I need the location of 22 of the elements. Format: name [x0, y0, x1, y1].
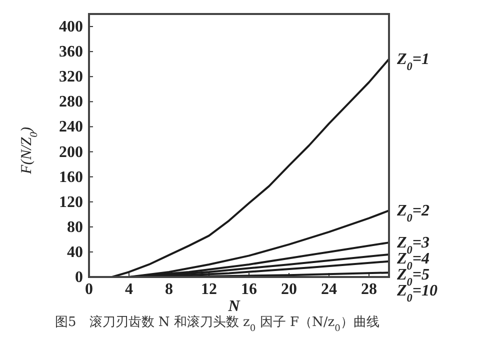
y-tick-label: 280 [59, 94, 83, 111]
series-label: Z$_{0}$=1 [396, 51, 430, 74]
x-axis-title: N [227, 298, 242, 315]
caption: 图5 滚刀刃齿数 N 和滚刀头数 z$_{0}$ 因子 F（N/z$_{0}$）曲线 [55, 315, 380, 334]
x-tick-label: 20 [281, 281, 297, 298]
y-tick-label: 80 [67, 218, 83, 236]
y-tick-label: 320 [59, 68, 83, 86]
y-tick-label: 240 [59, 118, 83, 136]
y-tick-label: 360 [59, 44, 83, 61]
x-tick-label: 28 [361, 281, 377, 298]
y-tick-label: 40 [67, 244, 83, 261]
y-tick-label: 0 [75, 269, 83, 286]
x-tick-label: 8 [165, 281, 173, 298]
x-tick-label: 12 [201, 281, 217, 298]
x-tick-label: 16 [241, 281, 257, 298]
x-tick-label: 24 [321, 281, 337, 298]
y-tick-label: 400 [59, 18, 83, 36]
y-tick-label: 200 [59, 144, 83, 161]
series-label: Z$_{0}$=2 [396, 202, 430, 225]
y-tick-label: 120 [59, 194, 83, 211]
x-tick-label: 4 [125, 281, 133, 298]
y-tick-label: 160 [59, 168, 83, 186]
